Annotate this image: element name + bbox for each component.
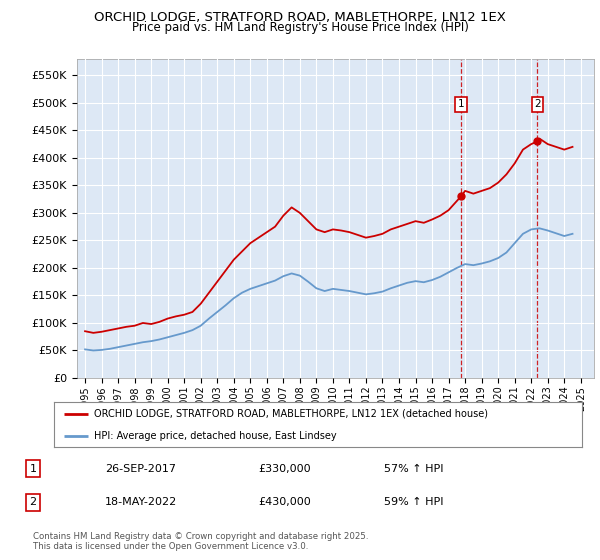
Text: 2: 2 (534, 100, 541, 109)
Text: 1: 1 (458, 100, 464, 109)
Text: £330,000: £330,000 (258, 464, 311, 474)
Text: 57% ↑ HPI: 57% ↑ HPI (384, 464, 443, 474)
Text: Contains HM Land Registry data © Crown copyright and database right 2025.
This d: Contains HM Land Registry data © Crown c… (33, 532, 368, 552)
Text: 26-SEP-2017: 26-SEP-2017 (105, 464, 176, 474)
Text: 59% ↑ HPI: 59% ↑ HPI (384, 497, 443, 507)
Text: ORCHID LODGE, STRATFORD ROAD, MABLETHORPE, LN12 1EX: ORCHID LODGE, STRATFORD ROAD, MABLETHORP… (94, 11, 506, 24)
Text: 2: 2 (29, 497, 37, 507)
Text: 18-MAY-2022: 18-MAY-2022 (105, 497, 177, 507)
Text: 1: 1 (29, 464, 37, 474)
Text: £430,000: £430,000 (258, 497, 311, 507)
Text: HPI: Average price, detached house, East Lindsey: HPI: Average price, detached house, East… (94, 431, 336, 441)
Text: Price paid vs. HM Land Registry's House Price Index (HPI): Price paid vs. HM Land Registry's House … (131, 21, 469, 34)
Text: ORCHID LODGE, STRATFORD ROAD, MABLETHORPE, LN12 1EX (detached house): ORCHID LODGE, STRATFORD ROAD, MABLETHORP… (94, 409, 488, 419)
